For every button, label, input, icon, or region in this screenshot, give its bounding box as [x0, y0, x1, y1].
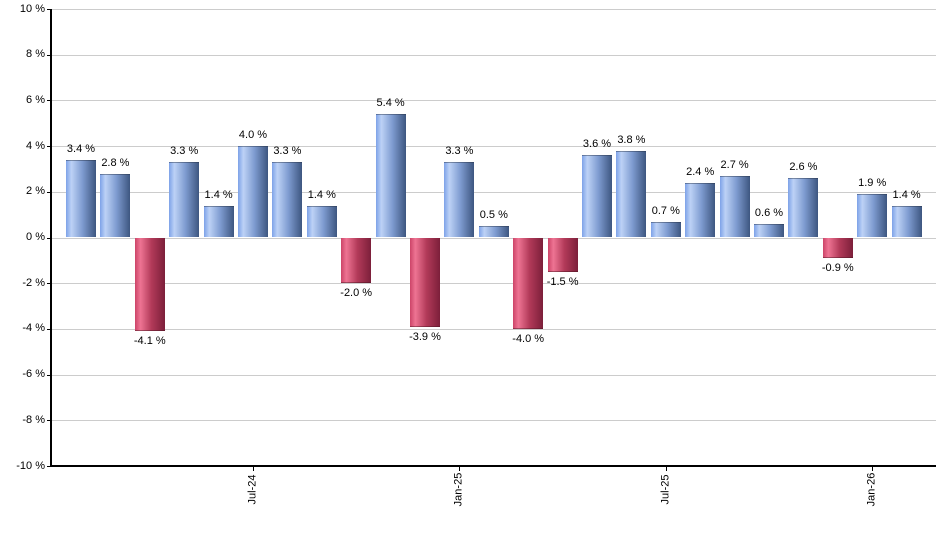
bar-value-label: 0.5 % [479, 209, 508, 222]
y-axis-tick [47, 420, 51, 422]
bar-value-label: 2.7 % [720, 158, 749, 171]
y-axis-tick-label: 0 % [26, 231, 45, 243]
bar-value-label: 0.6 % [754, 206, 784, 219]
positive-return-bar [444, 162, 475, 238]
h-gridline [51, 191, 936, 193]
y-axis-tick-label: 6 % [26, 93, 45, 106]
positive-return-bar [754, 223, 784, 238]
y-axis-tick [47, 54, 51, 56]
bar-value-label: 0.7 % [651, 204, 680, 217]
positive-return-bar [306, 205, 337, 238]
positive-return-bar [272, 162, 303, 238]
bar-value-label: 5.4 % [376, 97, 405, 110]
positive-return-bar [66, 159, 96, 238]
y-axis-tick-label: 8 % [26, 48, 45, 61]
bar-value-label: 2.8 % [101, 156, 130, 169]
negative-return-bar [410, 237, 440, 327]
y-axis-tick [47, 328, 51, 330]
h-gridline [51, 328, 936, 330]
bar-value-label: 3.8 % [617, 133, 646, 146]
y-axis-tick-label: -10 % [16, 459, 45, 472]
positive-return-bar [100, 173, 131, 238]
negative-return-bar [822, 237, 853, 259]
y-axis-tick-label: -4 % [22, 322, 45, 335]
h-gridline [51, 237, 936, 239]
positive-return-bar [650, 221, 681, 238]
positive-return-bar [238, 146, 268, 238]
x-axis-tick [459, 466, 461, 471]
x-axis-month-label: Jan-26 [865, 472, 878, 507]
positive-return-bar [375, 114, 406, 238]
bar-value-label: 3.4 % [66, 142, 96, 155]
y-axis-tick [47, 237, 51, 239]
bar-value-label: 1.4 % [307, 188, 336, 201]
y-axis-tick-label: -6 % [22, 368, 45, 381]
y-axis-tick-label: 10 % [19, 2, 45, 15]
y-axis-tick [47, 9, 51, 10]
positive-return-bar [788, 178, 819, 238]
bar-value-label: 2.4 % [686, 165, 715, 178]
positive-return-bar [203, 205, 234, 238]
negative-return-bar [341, 237, 372, 284]
h-gridline [51, 374, 936, 376]
bar-value-label: -4.0 % [512, 332, 545, 345]
positive-return-bar [857, 194, 888, 238]
x-axis-month-label: Jul-24 [246, 474, 259, 505]
x-axis-tick [665, 466, 667, 471]
positive-return-bar [891, 205, 922, 238]
h-gridline [51, 420, 936, 422]
h-gridline [51, 54, 936, 56]
x-axis [50, 465, 936, 467]
positive-return-bar [169, 162, 200, 238]
bar-value-label: -4.1 % [133, 335, 166, 348]
h-gridline [51, 9, 936, 10]
bar-value-label: 1.9 % [858, 177, 887, 190]
y-axis-tick [47, 466, 51, 467]
y-axis [50, 9, 52, 466]
bar-value-label: 3.6 % [582, 138, 612, 151]
bar-value-label: 3.3 % [445, 145, 474, 158]
bar-value-label: -3.9 % [409, 330, 441, 343]
positive-return-bar [685, 182, 716, 238]
bar-value-label: -0.9 % [821, 262, 854, 275]
negative-return-bar [547, 237, 578, 272]
x-axis-month-label: Jan-25 [452, 472, 465, 507]
bar-value-label: 1.4 % [892, 188, 921, 201]
bar-value-label: -1.5 % [546, 275, 579, 288]
positive-return-bar [582, 155, 612, 238]
positive-return-bar [719, 175, 750, 238]
y-axis-tick [47, 283, 51, 285]
h-gridline [51, 100, 936, 102]
bar-value-label: 1.4 % [204, 188, 233, 201]
y-axis-tick [47, 100, 51, 102]
negative-return-bar [134, 237, 165, 332]
y-axis-tick-label: 2 % [26, 185, 45, 198]
h-gridline [51, 283, 936, 285]
positive-return-bar [616, 150, 647, 238]
bar-value-label: 4.0 % [238, 129, 268, 142]
bar-value-label: 3.3 % [170, 145, 199, 158]
x-axis-tick [872, 466, 874, 471]
y-axis-tick-label: 4 % [26, 139, 45, 152]
y-axis-tick [47, 374, 51, 376]
bar-value-label: 3.3 % [273, 145, 302, 158]
y-axis-tick-label: -8 % [22, 413, 45, 426]
bar-value-label: -2.0 % [340, 287, 373, 300]
x-axis-tick [253, 466, 254, 471]
negative-return-bar [513, 237, 544, 329]
bar-value-label: 2.6 % [789, 161, 818, 174]
y-axis-tick [47, 146, 51, 148]
y-axis-tick [47, 191, 51, 193]
positive-return-bar [478, 226, 509, 238]
y-axis-tick-label: -2 % [22, 276, 45, 289]
x-axis-month-label: Jul-25 [659, 474, 672, 505]
h-gridline [51, 146, 936, 148]
